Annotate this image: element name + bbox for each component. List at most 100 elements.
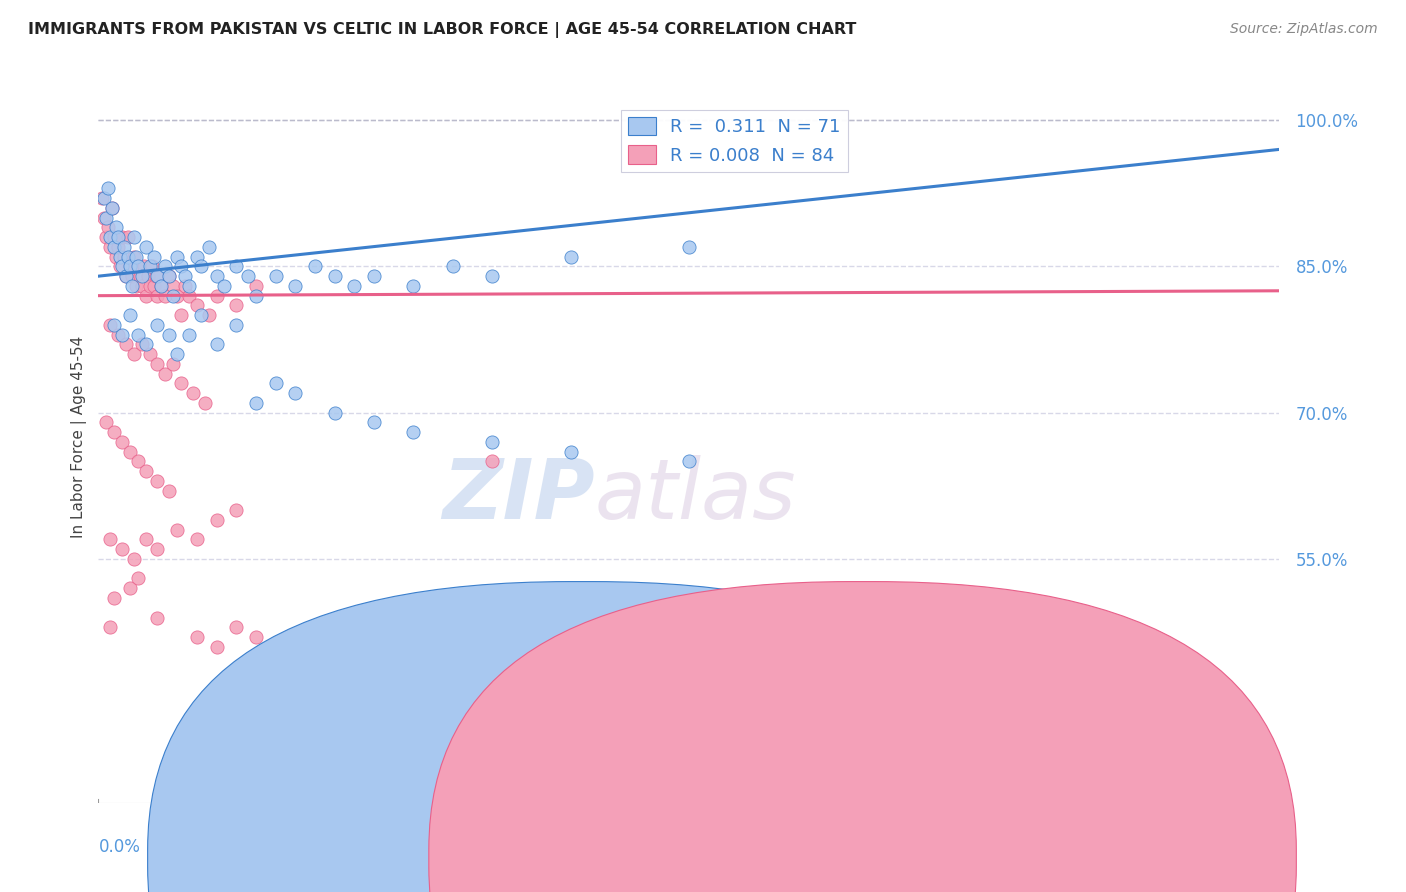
- Point: [135, 533, 157, 547]
- Point: [115, 337, 138, 351]
- Point: [323, 406, 346, 420]
- Point: [103, 591, 125, 605]
- Point: [136, 269, 159, 284]
- Point: [105, 220, 128, 235]
- Point: [162, 357, 184, 371]
- Point: [264, 376, 287, 391]
- Point: [146, 610, 169, 624]
- Point: [186, 250, 208, 264]
- Point: [127, 260, 149, 274]
- Text: Celtics: Celtics: [872, 849, 922, 863]
- Point: [186, 630, 208, 644]
- Text: 0.0%: 0.0%: [98, 838, 141, 856]
- Point: [225, 298, 247, 312]
- Point: [155, 367, 177, 381]
- Point: [127, 260, 149, 274]
- Point: [96, 230, 118, 244]
- Point: [441, 260, 464, 274]
- Point: [111, 434, 134, 449]
- Point: [157, 327, 180, 342]
- Point: [205, 288, 228, 302]
- Point: [225, 503, 247, 517]
- Point: [323, 630, 346, 644]
- Point: [118, 260, 141, 274]
- Point: [117, 230, 139, 244]
- Point: [190, 260, 212, 274]
- Point: [146, 357, 169, 371]
- Point: [166, 523, 188, 537]
- Point: [121, 269, 143, 284]
- Y-axis label: In Labor Force | Age 45-54: In Labor Force | Age 45-54: [72, 336, 87, 538]
- Point: [402, 425, 425, 440]
- Point: [264, 269, 287, 284]
- Point: [111, 327, 134, 342]
- Point: [98, 240, 121, 254]
- Point: [125, 279, 148, 293]
- Point: [162, 279, 184, 293]
- Point: [245, 630, 267, 644]
- Point: [225, 620, 247, 634]
- Point: [214, 279, 236, 293]
- Text: ZIP: ZIP: [441, 455, 595, 536]
- Point: [157, 269, 180, 284]
- Point: [111, 260, 134, 274]
- Point: [166, 288, 188, 302]
- Point: [157, 269, 180, 284]
- Point: [93, 211, 115, 225]
- Point: [146, 542, 169, 557]
- Point: [96, 211, 118, 225]
- Point: [122, 552, 145, 566]
- Legend: R =  0.311  N = 71, R = 0.008  N = 84: R = 0.311 N = 71, R = 0.008 N = 84: [621, 110, 848, 172]
- Point: [117, 250, 139, 264]
- Point: [146, 318, 169, 332]
- Point: [138, 279, 160, 293]
- Point: [284, 279, 307, 293]
- Point: [108, 250, 131, 264]
- Point: [166, 347, 188, 361]
- Point: [107, 240, 129, 254]
- Point: [323, 269, 346, 284]
- Point: [103, 318, 125, 332]
- Point: [112, 240, 135, 254]
- Point: [225, 318, 247, 332]
- Text: atlas: atlas: [595, 455, 796, 536]
- Point: [205, 269, 228, 284]
- Text: Immigrants from Pakistan: Immigrants from Pakistan: [605, 849, 801, 863]
- Point: [121, 279, 143, 293]
- Point: [145, 269, 167, 284]
- Point: [146, 269, 169, 284]
- Point: [205, 337, 228, 351]
- Point: [122, 347, 145, 361]
- Point: [118, 260, 141, 274]
- Point: [132, 260, 155, 274]
- Text: IMMIGRANTS FROM PAKISTAN VS CELTIC IN LABOR FORCE | AGE 45-54 CORRELATION CHART: IMMIGRANTS FROM PAKISTAN VS CELTIC IN LA…: [28, 22, 856, 38]
- Point: [560, 444, 582, 458]
- Point: [363, 416, 385, 430]
- Point: [141, 260, 163, 274]
- Point: [107, 230, 129, 244]
- Point: [190, 308, 212, 322]
- Point: [146, 474, 169, 488]
- Text: 30.0%: 30.0%: [1227, 838, 1279, 856]
- Point: [678, 454, 700, 468]
- Point: [131, 269, 153, 284]
- Point: [103, 425, 125, 440]
- Point: [97, 181, 120, 195]
- Point: [115, 269, 138, 284]
- Point: [162, 288, 184, 302]
- Point: [101, 201, 124, 215]
- Text: Source: ZipAtlas.com: Source: ZipAtlas.com: [1230, 22, 1378, 37]
- Point: [245, 279, 267, 293]
- Point: [481, 454, 503, 468]
- Point: [205, 640, 228, 654]
- Point: [131, 337, 153, 351]
- Point: [135, 464, 157, 478]
- Point: [103, 230, 125, 244]
- Point: [284, 386, 307, 401]
- Point: [103, 240, 125, 254]
- Point: [97, 220, 120, 235]
- Point: [98, 620, 121, 634]
- Point: [678, 240, 700, 254]
- Point: [138, 347, 160, 361]
- Point: [122, 230, 145, 244]
